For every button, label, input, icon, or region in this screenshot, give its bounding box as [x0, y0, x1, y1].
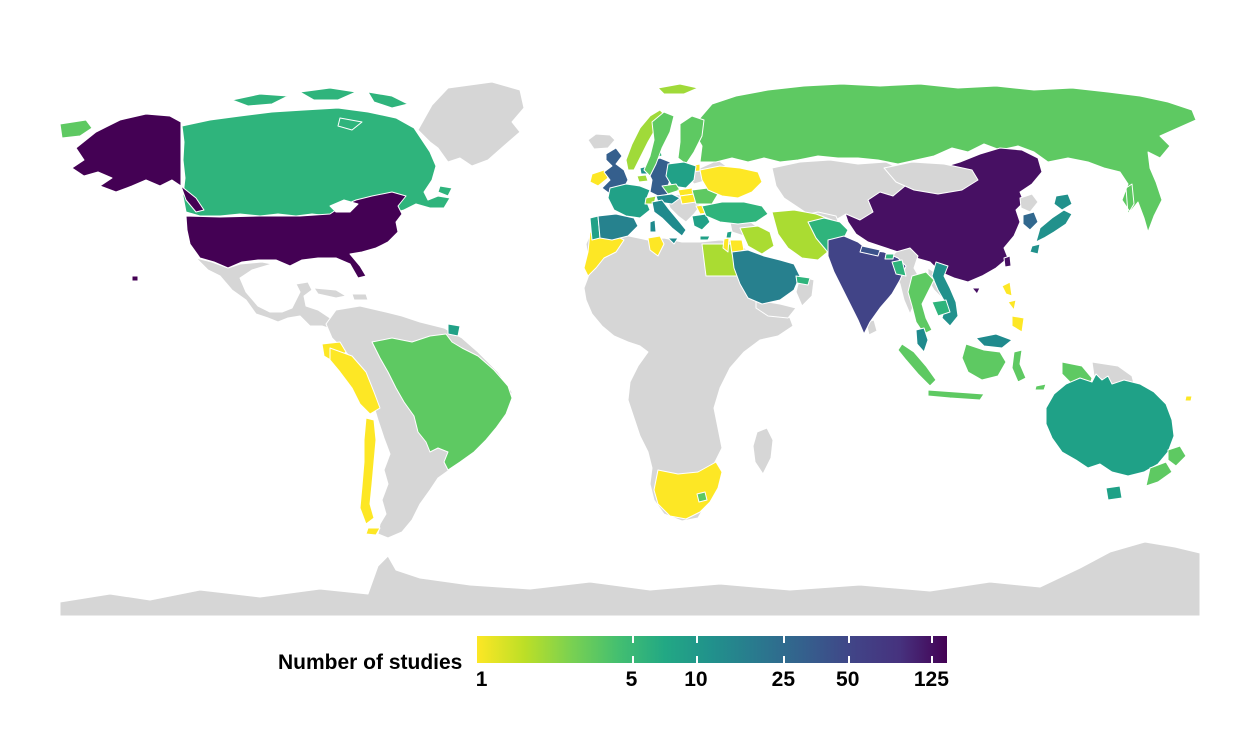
colorbar-tick	[631, 636, 634, 643]
country-turkey	[701, 201, 769, 225]
country-bangladesh	[891, 259, 907, 277]
tick-label-50: 50	[836, 668, 860, 691]
tick-label-125: 125	[913, 668, 949, 691]
colorbar-tick	[931, 636, 934, 643]
legend: Number of studies 1 5 10 25 50 125	[278, 632, 949, 694]
country-south-korea	[1022, 211, 1039, 231]
country-cuba	[313, 287, 347, 299]
tick-label-25: 25	[771, 668, 796, 691]
country-nepal	[859, 245, 881, 257]
country-fiji	[1184, 395, 1193, 402]
legend-colorbar-wrap: 1 5 10 25 50 125	[475, 632, 949, 694]
country-ireland	[589, 169, 609, 187]
country-russia	[59, 83, 1197, 233]
country-cambodia	[931, 299, 951, 317]
country-spain	[597, 213, 639, 241]
great-lakes	[329, 199, 359, 213]
country-south-africa	[653, 461, 723, 520]
country-tunisia	[647, 235, 665, 257]
legend-colorbar	[477, 636, 948, 663]
tick-label-5: 5	[625, 668, 638, 691]
country-north-korea	[1019, 193, 1039, 213]
country-lebanon	[725, 230, 733, 239]
colorbar-tick	[631, 656, 634, 663]
country-malaysia	[915, 327, 1013, 353]
world-map	[59, 81, 1201, 617]
country-israel	[722, 237, 730, 253]
country-bhutan	[884, 253, 895, 260]
country-hispaniola	[351, 293, 369, 301]
country-italy	[649, 199, 687, 245]
country-indonesia	[897, 343, 1093, 401]
country-madagascar	[752, 427, 774, 475]
colorbar-tick	[695, 636, 698, 643]
region-alaska-usa	[71, 113, 205, 213]
country-french-guiana	[447, 323, 461, 337]
country-uae	[795, 275, 811, 286]
country-greenland	[417, 81, 525, 167]
region-svalbard	[657, 83, 699, 95]
country-japan	[1029, 193, 1073, 255]
colorbar-tick	[783, 636, 786, 643]
country-taiwan	[1003, 255, 1012, 268]
country-mongolia	[883, 161, 979, 195]
colorbar-tick	[695, 656, 698, 663]
country-new-zealand	[1145, 445, 1187, 487]
colorbar-tick	[847, 656, 850, 663]
country-antarctica	[59, 541, 1201, 617]
colorbar-tick	[931, 656, 934, 663]
tick-label-10: 10	[684, 668, 708, 691]
country-greece	[691, 213, 711, 241]
legend-title: Number of studies	[278, 651, 463, 674]
country-peru	[329, 347, 381, 415]
country-ukraine	[699, 165, 763, 199]
country-saudi-arabia	[731, 249, 801, 305]
tick-label-1: 1	[475, 668, 488, 691]
region-kazakhstan-central-asia	[771, 159, 906, 223]
country-france	[607, 183, 651, 219]
country-iceland	[587, 133, 616, 150]
country-lesotho	[696, 491, 708, 503]
country-chile	[359, 417, 381, 536]
country-thailand	[907, 271, 935, 335]
country-iraq	[739, 225, 775, 255]
colorbar-tick	[783, 656, 786, 663]
country-yemen	[755, 299, 797, 319]
country-philippines	[1001, 281, 1025, 333]
country-canada	[181, 87, 453, 217]
country-sweden	[643, 111, 675, 177]
country-belgium	[636, 174, 649, 183]
country-poland	[665, 161, 697, 189]
country-brazil	[371, 333, 513, 471]
region-mexico-central-america	[195, 257, 353, 341]
colorbar-tick	[847, 636, 850, 643]
country-australia	[1045, 373, 1175, 501]
country-vietnam	[931, 261, 959, 327]
country-finland	[677, 115, 705, 165]
